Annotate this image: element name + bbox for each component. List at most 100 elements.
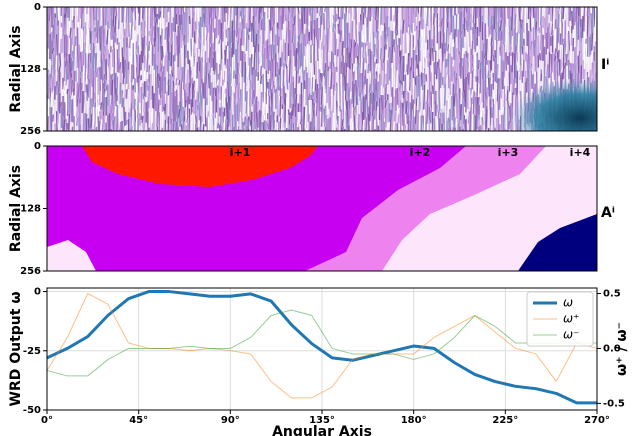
texture-streak [191, 39, 192, 57]
texture-streak [126, 84, 127, 89]
texture-streak [195, 57, 196, 73]
texture-streak [268, 74, 269, 82]
texture-streak [445, 7, 446, 18]
texture-streak [437, 7, 438, 13]
texture-streak [261, 66, 262, 76]
texture-streak [337, 39, 338, 62]
texture-streak [298, 53, 299, 57]
texture-streak [142, 131, 143, 138]
texture-streak [558, 28, 559, 43]
texture-streak [539, 27, 540, 33]
texture-streak [450, 54, 451, 77]
texture-streak [461, 56, 462, 78]
texture-streak [195, 7, 196, 22]
texture-streak [342, 119, 343, 126]
texture-streak [115, 16, 116, 33]
texture-streak [525, 61, 526, 70]
texture-streak [87, 95, 88, 101]
texture-streak [143, 93, 144, 99]
texture-streak [329, 95, 330, 110]
texture-streak [206, 62, 207, 83]
texture-streak [456, 48, 457, 73]
texture-streak [142, 19, 143, 38]
texture-streak [343, 94, 344, 119]
texture-streak [394, 52, 395, 74]
texture-streak [397, 115, 398, 123]
texture-streak [176, 78, 177, 85]
texture-streak [116, 7, 117, 16]
texture-streak [90, 63, 91, 68]
texture-streak [441, 18, 442, 27]
texture-streak [89, 15, 90, 29]
texture-streak [53, 76, 54, 91]
texture-streak [571, 33, 572, 46]
texture-streak [98, 43, 99, 68]
texture-streak [120, 122, 121, 135]
texture-streak [190, 67, 191, 87]
texture-streak [515, 14, 516, 26]
texture-streak [140, 103, 141, 113]
texture-streak [147, 32, 148, 46]
texture-streak [111, 70, 112, 75]
texture-streak [502, 40, 503, 60]
texture-streak [269, 119, 270, 134]
texture-streak [266, 92, 267, 104]
texture-streak [212, 90, 213, 101]
texture-streak [108, 115, 109, 136]
texture-streak [297, 121, 298, 128]
texture-streak [369, 95, 370, 106]
texture-streak [410, 73, 411, 91]
texture-streak [261, 58, 262, 62]
texture-streak [278, 69, 279, 86]
texture-streak [58, 111, 59, 124]
texture-streak [365, 84, 366, 94]
texture-streak [69, 64, 70, 78]
texture-streak [421, 29, 422, 37]
texture-streak [564, 39, 565, 44]
texture-streak [96, 7, 97, 32]
texture-streak [449, 95, 450, 109]
texture-streak [158, 100, 159, 113]
texture-streak [384, 63, 385, 88]
texture-streak [419, 113, 420, 136]
texture-streak [300, 44, 301, 70]
texture-streak [301, 12, 302, 33]
x-tick-label: 45° [129, 415, 148, 426]
texture-streak [134, 122, 135, 143]
texture-streak [436, 26, 437, 51]
texture-streak [371, 51, 372, 73]
texture-streak [156, 7, 157, 22]
texture-streak [49, 7, 50, 21]
texture-streak [55, 13, 56, 17]
texture-streak [445, 124, 446, 139]
texture-streak [123, 67, 124, 84]
texture-streak [273, 112, 274, 120]
texture-streak [263, 74, 264, 91]
texture-streak [63, 7, 64, 15]
texture-streak [182, 14, 183, 33]
texture-streak [338, 130, 339, 141]
texture-streak [518, 34, 519, 52]
texture-streak [77, 118, 78, 126]
texture-streak [366, 7, 367, 18]
texture-streak [301, 72, 302, 82]
y-tick-label: 0 [34, 2, 41, 13]
texture-streak [154, 7, 155, 17]
texture-streak [357, 7, 358, 25]
texture-streak [478, 60, 479, 69]
texture-streak [341, 127, 342, 148]
texture-streak [457, 7, 458, 14]
texture-streak [390, 47, 391, 68]
texture-streak [232, 7, 233, 21]
texture-streak [457, 119, 458, 133]
texture-streak [137, 35, 138, 46]
texture-streak [293, 104, 294, 116]
texture-streak [379, 54, 380, 74]
texture-streak [477, 18, 478, 27]
texture-streak [193, 81, 194, 91]
texture-streak [253, 90, 254, 104]
texture-streak [487, 65, 488, 88]
texture-streak [538, 7, 539, 31]
texture-streak [450, 77, 451, 96]
texture-streak [573, 64, 574, 79]
